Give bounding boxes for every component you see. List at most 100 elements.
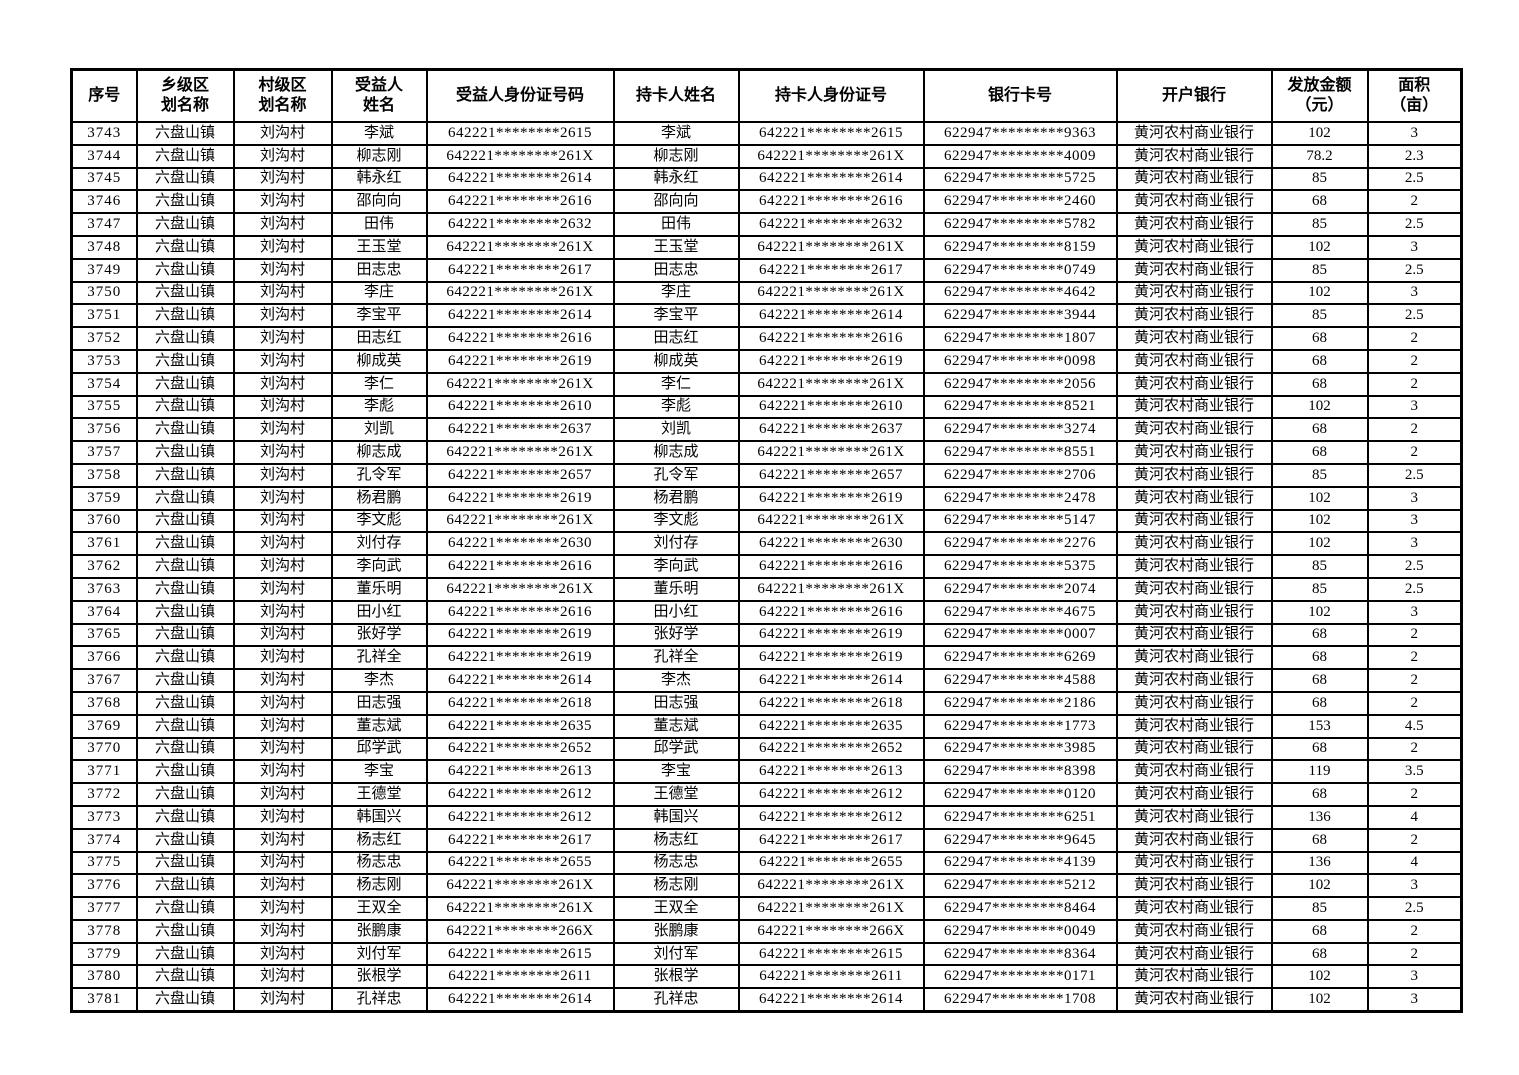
township-cell: 六盘山镇 bbox=[135, 759, 235, 785]
no-cell: 3761 bbox=[70, 531, 138, 557]
bank-cell: 黄河农村商业银行 bbox=[1115, 782, 1273, 807]
card-no-cell: 622947*********3274 bbox=[922, 417, 1118, 443]
cardholder-id-cell: 642221********2619 bbox=[737, 622, 925, 648]
cardholder-cell: 田伟 bbox=[612, 212, 740, 237]
card-no-cell: 622947*********8364 bbox=[922, 941, 1118, 967]
amount-cell: 85 bbox=[1270, 576, 1369, 602]
beneficiary-id-cell: 642221********2614 bbox=[425, 303, 615, 329]
bank-cell: 黄河农村商业银行 bbox=[1115, 417, 1273, 443]
cardholder-id-cell: 642221********2635 bbox=[737, 713, 925, 739]
area-cell: 4 bbox=[1366, 850, 1463, 876]
village-cell: 刘沟村 bbox=[232, 440, 333, 465]
table-row: 3769 六盘山镇 刘沟村 董志斌 642221********2635 董志斌 64222… bbox=[70, 713, 1463, 739]
village-cell: 刘沟村 bbox=[232, 873, 333, 899]
township-cell: 六盘山镇 bbox=[135, 485, 235, 511]
amount-cell: 102 bbox=[1270, 394, 1369, 420]
bank-cell: 黄河农村商业银行 bbox=[1115, 690, 1273, 716]
township-cell: 六盘山镇 bbox=[135, 736, 235, 762]
bank-cell: 黄河农村商业银行 bbox=[1115, 280, 1273, 306]
beneficiary-cell: 邱学武 bbox=[330, 736, 428, 762]
card-no-cell: 622947*********2460 bbox=[922, 189, 1118, 215]
area-cell: 2 bbox=[1366, 690, 1463, 716]
village-cell: 刘沟村 bbox=[232, 462, 333, 488]
no-cell: 3760 bbox=[70, 508, 138, 534]
township-cell: 六盘山镇 bbox=[135, 918, 235, 944]
table-row: 3778 六盘山镇 刘沟村 张鹏康 642221********266X 张鹏康 64222… bbox=[70, 918, 1463, 944]
village-cell: 刘沟村 bbox=[232, 394, 333, 420]
amount-cell: 102 bbox=[1270, 280, 1369, 306]
table-row: 3749 六盘山镇 刘沟村 田志忠 642221********2617 田志忠 64222… bbox=[70, 257, 1463, 283]
cardholder-id-cell: 642221********261X bbox=[737, 143, 925, 169]
beneficiary-cell: 田志强 bbox=[330, 690, 428, 716]
cardholder-id-cell: 642221********261X bbox=[737, 371, 925, 397]
header-amount: 发放金额 （元） bbox=[1270, 68, 1369, 123]
area-cell: 3 bbox=[1366, 987, 1463, 1013]
bank-cell: 黄河农村商业银行 bbox=[1115, 485, 1273, 511]
no-cell: 3769 bbox=[70, 713, 138, 739]
area-cell: 2.5 bbox=[1366, 166, 1463, 192]
table-row: 3766 六盘山镇 刘沟村 孔祥全 642221********2619 孔祥全 64222… bbox=[70, 645, 1463, 671]
card-no-cell: 622947*********0098 bbox=[922, 348, 1118, 374]
table-row: 3755 六盘山镇 刘沟村 李彪 642221********2610 李彪 642221*… bbox=[70, 394, 1463, 420]
cardholder-id-cell: 642221********2616 bbox=[737, 599, 925, 625]
no-cell: 3763 bbox=[70, 576, 138, 602]
area-cell: 2 bbox=[1366, 189, 1463, 215]
village-cell: 刘沟村 bbox=[232, 143, 333, 169]
beneficiary-cell: 李仁 bbox=[330, 371, 428, 397]
area-cell: 3 bbox=[1366, 599, 1463, 625]
no-cell: 3764 bbox=[70, 599, 138, 625]
no-cell: 3749 bbox=[70, 257, 138, 283]
card-no-cell: 622947*********6269 bbox=[922, 645, 1118, 671]
table-row: 3748 六盘山镇 刘沟村 王玉堂 642221********261X 王玉堂 64222… bbox=[70, 234, 1463, 260]
no-cell: 3744 bbox=[70, 143, 138, 169]
township-cell: 六盘山镇 bbox=[135, 121, 235, 146]
beneficiary-id-cell: 642221********2616 bbox=[425, 189, 615, 215]
village-cell: 刘沟村 bbox=[232, 896, 333, 921]
cardholder-cell: 柳成英 bbox=[612, 348, 740, 374]
township-cell: 六盘山镇 bbox=[135, 371, 235, 397]
no-cell: 3759 bbox=[70, 485, 138, 511]
village-cell: 刘沟村 bbox=[232, 280, 333, 306]
beneficiary-cell: 李宝平 bbox=[330, 303, 428, 329]
village-cell: 刘沟村 bbox=[232, 189, 333, 215]
no-cell: 3771 bbox=[70, 759, 138, 785]
bank-cell: 黄河农村商业银行 bbox=[1115, 873, 1273, 899]
township-cell: 六盘山镇 bbox=[135, 257, 235, 283]
village-cell: 刘沟村 bbox=[232, 941, 333, 967]
cardholder-id-cell: 642221********2612 bbox=[737, 804, 925, 830]
card-no-cell: 622947*********9363 bbox=[922, 121, 1118, 146]
cardholder-cell: 李庄 bbox=[612, 280, 740, 306]
cardholder-id-cell: 642221********2615 bbox=[737, 941, 925, 967]
card-no-cell: 622947*********2276 bbox=[922, 531, 1118, 557]
beneficiary-cell: 韩国兴 bbox=[330, 804, 428, 830]
cardholder-id-cell: 642221********2611 bbox=[737, 964, 925, 990]
cardholder-cell: 田志红 bbox=[612, 326, 740, 351]
bank-cell: 黄河农村商业银行 bbox=[1115, 234, 1273, 260]
amount-cell: 68 bbox=[1270, 348, 1369, 374]
cardholder-id-cell: 642221********2614 bbox=[737, 166, 925, 192]
table-row: 3781 六盘山镇 刘沟村 孔祥忠 642221********2614 孔祥忠 64222… bbox=[70, 987, 1463, 1013]
beneficiary-id-cell: 642221********261X bbox=[425, 508, 615, 534]
village-cell: 刘沟村 bbox=[232, 417, 333, 443]
no-cell: 3779 bbox=[70, 941, 138, 967]
cardholder-cell: 张鹏康 bbox=[612, 918, 740, 944]
amount-cell: 102 bbox=[1270, 873, 1369, 899]
beneficiary-cell: 柳志刚 bbox=[330, 143, 428, 169]
amount-cell: 102 bbox=[1270, 964, 1369, 990]
bank-cell: 黄河农村商业银行 bbox=[1115, 713, 1273, 739]
beneficiary-id-cell: 642221********2619 bbox=[425, 348, 615, 374]
beneficiary-cell: 田志红 bbox=[330, 326, 428, 351]
header-cardholder-id: 持卡人身份证号 bbox=[737, 68, 925, 123]
cardholder-cell: 李向武 bbox=[612, 554, 740, 579]
amount-cell: 102 bbox=[1270, 599, 1369, 625]
area-cell: 3 bbox=[1366, 234, 1463, 260]
no-cell: 3778 bbox=[70, 918, 138, 944]
beneficiary-cell: 刘付军 bbox=[330, 941, 428, 967]
card-no-cell: 622947*********5375 bbox=[922, 554, 1118, 579]
township-cell: 六盘山镇 bbox=[135, 326, 235, 351]
table-row: 3763 六盘山镇 刘沟村 董乐明 642221********261X 董乐明 64222… bbox=[70, 576, 1463, 602]
table-body: 3743 六盘山镇 刘沟村 李斌 642221********2615 李斌 642221*… bbox=[70, 121, 1463, 1013]
beneficiary-cell: 田伟 bbox=[330, 212, 428, 237]
cardholder-id-cell: 642221********2614 bbox=[737, 987, 925, 1013]
village-cell: 刘沟村 bbox=[232, 645, 333, 671]
